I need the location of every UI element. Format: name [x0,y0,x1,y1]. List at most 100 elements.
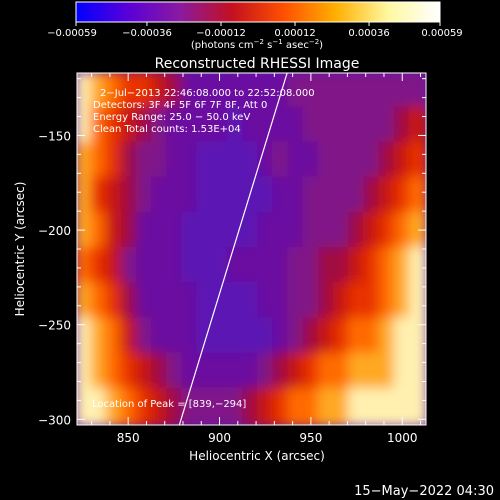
colorbar-tick-label: −0.00012 [196,28,246,39]
colorbar-tick-label: 0.00036 [348,28,389,39]
heatmap-cell [196,106,216,146]
y-axis-ticks: −150 −200 −250 −300 [38,78,426,427]
heatmap-cell [332,352,353,392]
heatmap-cell [272,247,292,287]
heatmap-cell [408,73,426,111]
heatmap-cell [77,317,95,357]
heatmap-cell [393,247,413,287]
heatmap-cell [105,247,125,287]
heatmap-cell [332,73,353,111]
heatmap-cell [181,176,201,216]
annotation-time-range: 2−Jul−2013 22:46:08.000 to 22:52:08.000 [100,88,315,99]
colorbar-tick-label: 0.00059 [421,28,462,39]
colorbar-tick-label: 0.00012 [274,28,315,39]
heatmap-cell [257,352,277,392]
heatmap-cell [211,73,231,111]
heatmap-cell [408,387,426,425]
heatmap-cell [241,387,262,425]
colorbar-ticks: −0.00059 −0.00036 −0.00012 0.00012 0.00036 0.… [47,22,463,39]
heatmap-cell [363,317,383,357]
heatmap-cell [211,247,231,287]
heatmap-cell [181,73,201,111]
heatmap-cell [166,141,186,181]
heatmap-cell [332,141,353,181]
heatmap-cell [135,317,155,357]
heatmap-cell [105,387,125,425]
heatmap-cell [363,73,383,111]
heatmap-cell [257,141,277,181]
heatmap-cell [332,176,353,216]
heatmap-cell [135,387,155,425]
heatmap-cell [393,106,413,146]
annotation-energy: Energy Range: 25.0 − 50.0 keV [93,112,250,123]
heatmap-cell [363,211,383,251]
heatmap-cell [196,176,216,216]
heatmap-cell [226,141,246,181]
heatmap-cell [287,247,307,287]
x-tick-label: 900 [208,431,231,445]
heatmap-cell [226,352,246,392]
heatmap-cell [196,211,216,251]
heatmap-cell [181,352,201,392]
heatmap-cell [332,387,353,425]
heatmap-cell [77,282,95,322]
heatmap-cell [378,106,398,146]
heatmap-cell [257,247,277,287]
heatmap-cell [393,176,413,216]
heatmap-cell [348,106,368,146]
heatmap-cell [378,352,398,392]
heatmap-cell [287,282,307,322]
x-axis-label: Heliocentric X (arcsec) [189,449,325,463]
heatmap-cell [166,387,186,425]
heatmap-cell [120,176,140,216]
heatmap-cell [378,282,398,322]
heatmap-cell [77,141,95,181]
heatmap-cell [272,106,292,146]
heatmap-cell [166,73,186,111]
heatmap-cell [332,247,353,287]
heatmap-cell [226,247,246,287]
heatmap-cell [393,282,413,322]
heatmap-cell [393,141,413,181]
heatmap-cell [287,352,307,392]
heatmap-cell [393,317,413,357]
heatmap-cell [257,73,277,111]
heatmap-cell [135,211,155,251]
heatmap-cell [105,211,125,251]
colorbar-tick-label: −0.00059 [47,28,97,39]
heatmap-cell [211,282,231,322]
heatmap-cell [135,247,155,287]
heatmap-cell [196,387,216,425]
heatmap-cell [120,317,140,357]
y-tick-label: −150 [38,129,71,143]
heatmap-cell [317,176,337,216]
heatmap-cell [241,247,262,287]
heatmap-cell [150,247,171,287]
heatmap-cell [272,211,292,251]
heatmap-cell [135,141,155,181]
heatmap-cell [241,352,262,392]
heatmap-cell [77,211,95,251]
heatmap-cell [105,106,125,146]
heatmap-cell [272,317,292,357]
heatmap-cell [241,211,262,251]
heatmap-cell [378,247,398,287]
x-tick-label: 950 [299,431,322,445]
heatmap-cell [211,317,231,357]
heatmap-cell [135,282,155,322]
heatmap-cell [363,106,383,146]
heatmap-cell [363,247,383,287]
heatmap-cell [90,247,110,287]
heatmap-cell [196,141,216,181]
heatmap-cell [150,141,171,181]
heatmap-cell [181,141,201,181]
heatmap-cell [348,73,368,111]
heatmap-cell [363,352,383,392]
y-tick-label: −250 [38,319,71,333]
heatmap-cell [211,352,231,392]
heatmap-cell [408,317,426,357]
heatmap-cell [332,211,353,251]
heatmap-cell [348,141,368,181]
heatmap-cell [120,73,140,111]
